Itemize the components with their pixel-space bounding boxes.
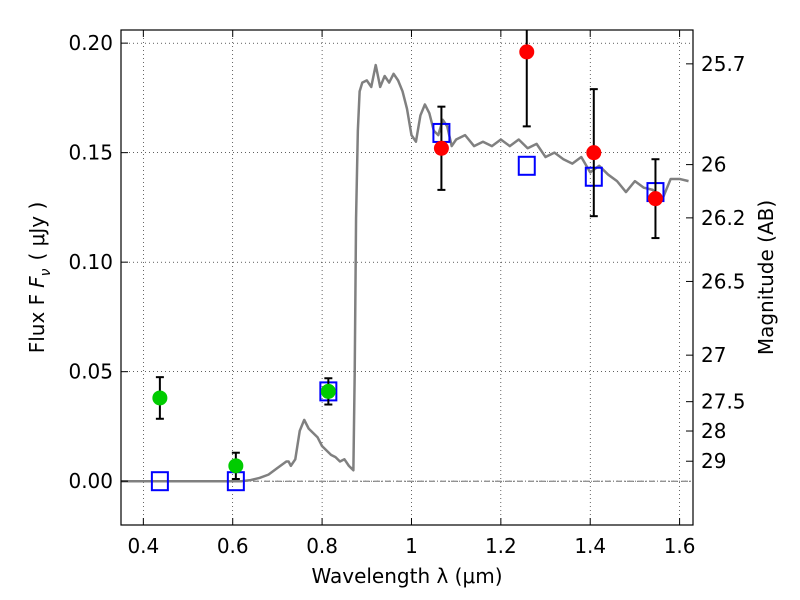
y-tick-label: 0.10 [68,250,113,274]
svg-text:Flux FFν( μJy ): Flux F Fν ( μJy ) [25,202,54,354]
nir-flux-point [647,191,663,207]
x-axis-label: Wavelength λ (μm) [311,564,502,588]
y-tick-label: 0.05 [68,360,113,384]
mag-tick-label: 29 [701,449,726,473]
optical-flux-point [320,383,336,399]
x-tick-label: 0.4 [127,534,159,558]
y-tick-label: 0.15 [68,141,113,165]
mag-tick-label: 27 [701,343,726,367]
mag-tick-label: 28 [701,419,726,443]
mag-tick-label: 25.7 [701,52,746,76]
right-axis-label: Magnitude (AB) [754,200,778,355]
y-tick-label: 0.20 [68,31,113,55]
nir-flux-point [519,44,535,60]
x-tick-label: 1 [405,534,418,558]
plot-area [121,30,693,492]
model-bandpass-box [517,155,536,176]
y-axis-label-unit: ( μJy ) [25,202,49,261]
optical-flux-point [228,458,244,474]
y-tick-label: 0.00 [68,469,113,493]
nir-flux-point [433,140,449,156]
ticks: 0.4 0.6 0.8 1 1.2 1.4 1.6 0.00 0.05 0.10 0.15 0.20 2… [68,30,746,558]
y-axis-label-nu: F [25,276,49,288]
mag-tick-label: 26.2 [701,206,746,230]
y-axis-label-main: Flux F [25,294,49,353]
model-bandpass-box [150,471,169,492]
x-tick-label: 1.6 [664,534,696,558]
mag-tick-label: 26 [701,153,726,177]
x-tick-label: 0.6 [217,534,249,558]
y-axis-label: Flux F Fν ( μJy ) [25,202,54,354]
nir-flux-point [586,145,602,161]
y-axis-label-sub: ν [38,268,54,276]
optical-flux-point [152,390,168,406]
x-tick-label: 1.2 [485,534,517,558]
x-tick-label: 0.8 [306,534,338,558]
plot-frame [120,29,694,526]
mag-tick-label: 26.5 [701,269,746,293]
mag-tick-label: 27.5 [701,390,746,414]
x-tick-label: 1.4 [574,534,606,558]
model-spectrum-line [121,63,689,483]
